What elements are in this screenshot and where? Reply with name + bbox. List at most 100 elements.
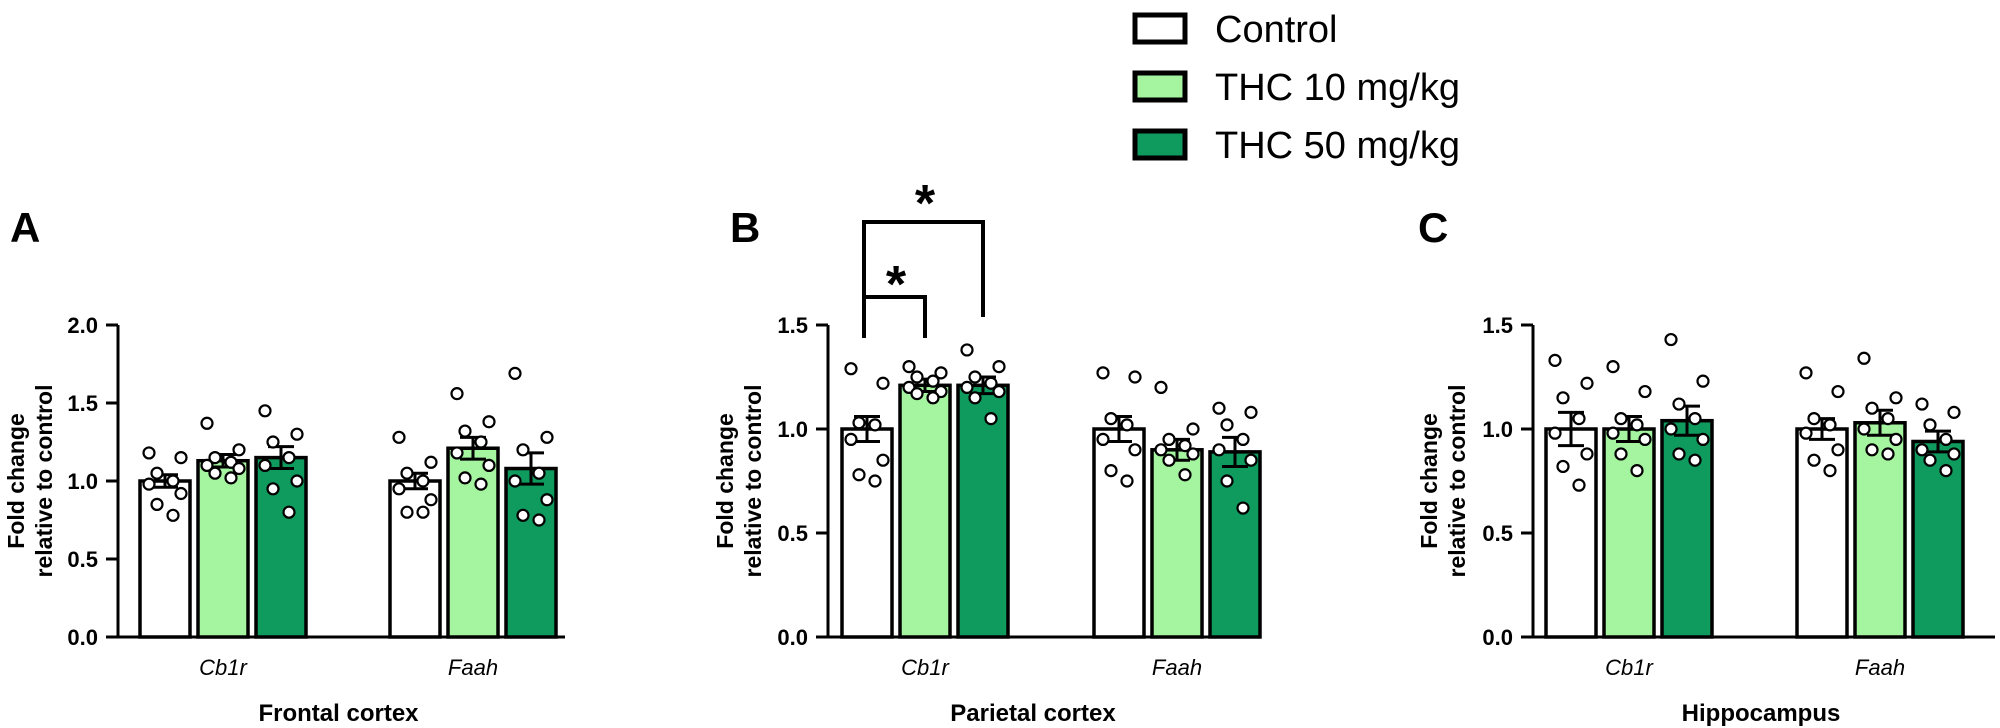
data-point [926, 391, 940, 405]
data-point [540, 430, 554, 444]
data-point [1548, 426, 1562, 440]
data-point [1212, 401, 1226, 415]
data-point [1162, 453, 1176, 467]
category-label-cb1r: Cb1r [1605, 655, 1654, 680]
data-point [1823, 464, 1837, 478]
data-point [482, 458, 496, 472]
bar-thc-10-mg-kg-cb1r [196, 458, 250, 639]
data-point [868, 418, 882, 432]
data-point [232, 443, 246, 457]
data-point [400, 505, 414, 519]
bar-thc-10-mg-kg-cb1r [1602, 427, 1656, 639]
data-point [266, 435, 280, 449]
bar-control-cb1r [138, 479, 192, 639]
data-point [960, 380, 974, 394]
category-label-cb1r: Cb1r [901, 655, 950, 680]
data-point [902, 360, 916, 374]
data-point [1606, 360, 1620, 374]
data-point [482, 415, 496, 429]
data-point [1556, 459, 1570, 474]
panel-letter-a: A [10, 204, 40, 251]
data-point [876, 376, 890, 390]
panel-letter-b: B [730, 204, 760, 251]
data-point [1120, 418, 1134, 432]
bar-thc-50-mg-kg-faah [1911, 439, 1965, 639]
data-point [1947, 447, 1961, 461]
data-point [516, 443, 530, 457]
data-point [150, 466, 164, 480]
data-point [992, 384, 1006, 399]
panel-b: B 0.0 0.5 1.0 1.5 Fold changerelative to cont… [712, 175, 1262, 727]
data-point [1128, 443, 1142, 457]
data-point [1186, 422, 1200, 436]
data-point [1915, 397, 1929, 411]
data-point [1096, 432, 1110, 446]
y-tick-label: 1.0 [67, 469, 98, 494]
bar-thc-10-mg-kg-cb1r [898, 383, 952, 639]
panel-c: C 0.0 0.5 1.0 1.5 Fold changerelative to cont… [1416, 204, 1995, 727]
legend-swatch-thc-50-mg-kg [1132, 128, 1188, 161]
bar-thc-10-mg-kg-faah [1853, 421, 1907, 639]
data-point [844, 362, 858, 376]
data-point [142, 446, 156, 460]
data-point [1807, 412, 1821, 426]
legend: Control THC 10 mg/kg THC 50 mg/kg [1132, 9, 1460, 167]
data-point [1688, 412, 1702, 426]
data-point [1947, 405, 1961, 419]
data-point [208, 451, 222, 465]
significance-star: * [915, 175, 936, 233]
data-point [282, 505, 296, 519]
data-point [1857, 422, 1871, 436]
data-point [458, 424, 472, 438]
data-point [458, 471, 472, 485]
bar-thc-10-mg-kg-faah [446, 446, 500, 639]
y-tick-label: 1.5 [1482, 313, 1513, 338]
data-point [1220, 474, 1234, 488]
data-point [1939, 432, 1953, 446]
data-point [968, 391, 982, 405]
data-point [984, 412, 998, 426]
category-label-cb1r: Cb1r [199, 655, 248, 680]
data-point [174, 486, 188, 501]
bar-control-faah [1092, 427, 1146, 639]
data-point [1212, 443, 1226, 457]
data-point [852, 416, 866, 430]
data-point [1630, 464, 1644, 478]
panel-a: A 0.0 0.5 1.0 1.5 2.0 Fold changerelative to c… [3, 204, 565, 727]
data-point [1939, 464, 1953, 478]
data-point [1664, 332, 1678, 347]
data-point [852, 468, 866, 482]
data-point [474, 435, 488, 449]
data-point [508, 474, 522, 488]
data-point [1178, 439, 1192, 453]
data-point [1178, 468, 1192, 482]
data-point [1823, 418, 1837, 432]
y-axis-label-line: Fold change [1416, 413, 1442, 548]
category-label-faah: Faah [1855, 655, 1905, 680]
data-point [266, 482, 280, 496]
data-point [910, 387, 924, 401]
y-tick-label: 0.0 [1482, 625, 1513, 650]
data-point [258, 404, 272, 418]
panel-letter-c: C [1418, 204, 1448, 251]
legend-label-thc-50-mg-kg: THC 50 mg/kg [1215, 125, 1460, 167]
data-point [450, 387, 464, 401]
data-point [1154, 443, 1168, 457]
bar-thc-50-mg-kg-cb1r [1660, 418, 1714, 639]
y-tick-label: 1.5 [777, 313, 808, 338]
data-point [1915, 443, 1929, 457]
data-point [232, 461, 246, 476]
y-tick-label: 0.5 [1482, 521, 1513, 546]
data-point [282, 451, 296, 465]
y-tick-label: 0.5 [777, 521, 808, 546]
data-point [224, 471, 238, 485]
y-axis-label: Fold changerelative to control [1416, 385, 1470, 578]
category-label-faah: Faah [448, 655, 498, 680]
data-point [1104, 464, 1118, 478]
y-tick-label: 1.0 [1482, 417, 1513, 442]
legend-swatch-control [1132, 12, 1188, 45]
y-axis-label-line: Fold change [712, 413, 738, 548]
data-point [1104, 412, 1118, 426]
data-point [392, 430, 406, 444]
